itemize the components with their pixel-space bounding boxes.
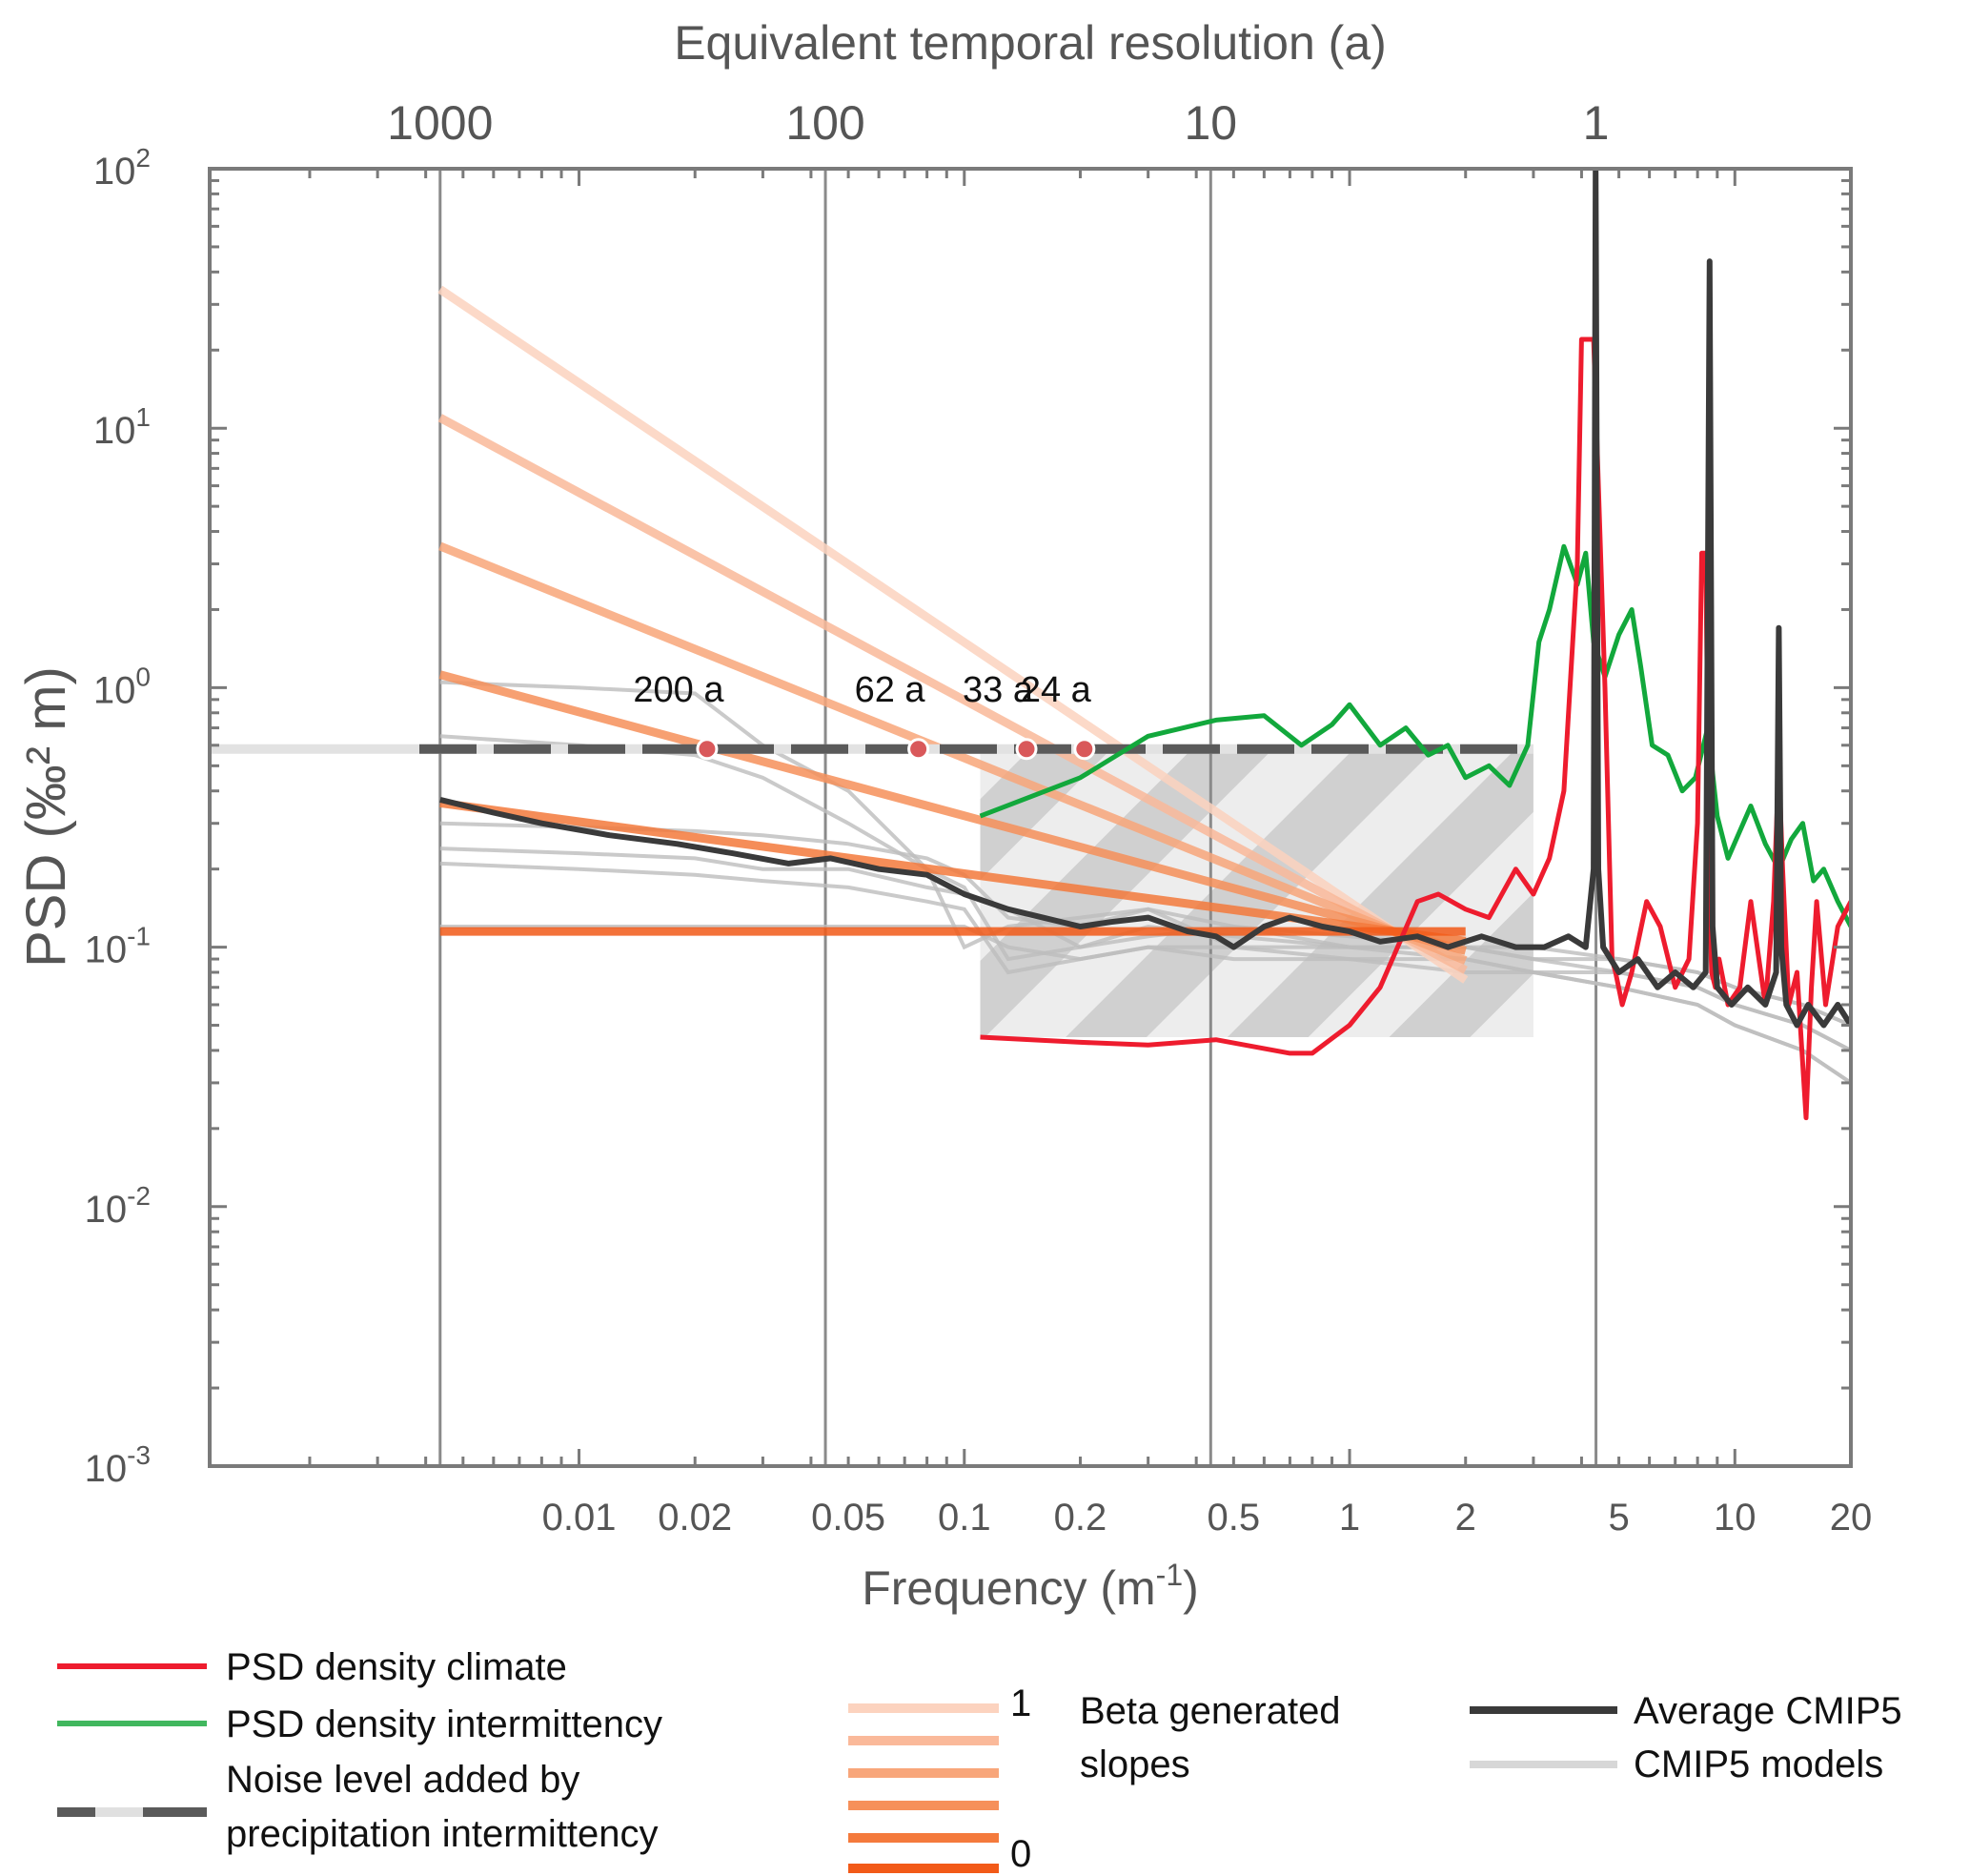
x-tick-label-0: 0.01 — [542, 1497, 617, 1539]
x-tick-label-1: 0.02 — [658, 1497, 732, 1539]
legend-beta-label-2: slopes — [1080, 1743, 1190, 1785]
y-tick-label-1: 101 — [93, 402, 151, 452]
top-tick-label-0: 1000 — [387, 96, 493, 150]
x-tick-label-9: 10 — [1714, 1497, 1757, 1539]
legend-intermittency-label: PSD density intermittency — [226, 1703, 662, 1745]
beta-slope-line-4 — [437, 414, 1468, 974]
x-tick-label-8: 5 — [1608, 1497, 1629, 1539]
y-tick-label-2: 100 — [93, 662, 151, 711]
beta-slope-line-2 — [438, 670, 1467, 955]
top-tick-label-2: 10 — [1184, 96, 1237, 150]
plot-frame — [208, 167, 1853, 1468]
crossing-marker-0 — [696, 738, 719, 761]
legend-models-label: CMIP5 models — [1634, 1743, 1883, 1785]
legend-beta-top-label: 1 — [1010, 1682, 1031, 1724]
legend-beta-label-1: Beta generated — [1080, 1690, 1341, 1732]
x-tick-label-10: 20 — [1830, 1497, 1873, 1539]
plot-area — [210, 169, 1851, 1466]
crossing-marker-1 — [907, 738, 930, 761]
top-tick-label-3: 1 — [1583, 96, 1610, 150]
y-tick-label-5: 10-3 — [85, 1440, 151, 1490]
legend-noise-label-2: precipitation intermittency — [226, 1813, 659, 1855]
legend-climate-label: PSD density climate — [226, 1646, 567, 1688]
y-tick-label-0: 102 — [93, 143, 151, 193]
legend: PSD density climate PSD density intermit… — [57, 1646, 1902, 1875]
crossing-label-1: 62 a — [855, 670, 926, 710]
crossing-label-3: 24 a — [1021, 670, 1092, 710]
x-tick-label-3: 0.1 — [938, 1497, 991, 1539]
crossing-marker-3 — [1073, 738, 1096, 761]
x-tick-label-4: 0.2 — [1054, 1497, 1107, 1539]
cmip5-model-line-3 — [439, 846, 1851, 1028]
x-tick-label-5: 0.5 — [1208, 1497, 1261, 1539]
average-cmip5-line — [439, 169, 1851, 1029]
x-axis-title: Frequency (m-1) — [862, 1558, 1199, 1615]
x-tick-label-2: 0.05 — [811, 1497, 885, 1539]
x-tick-label-6: 1 — [1339, 1497, 1360, 1539]
crossing-label-0: 200 a — [633, 670, 724, 710]
x-tick-label-7: 2 — [1455, 1497, 1476, 1539]
y-axis-title: PSD (‰² m) — [15, 666, 77, 968]
y-tick-label-4: 10-2 — [85, 1181, 151, 1231]
top-axis-title: Equivalent temporal resolution (a) — [674, 16, 1387, 70]
legend-noise-label-1: Noise level added by — [226, 1759, 579, 1801]
cmip5-model-line-5 — [439, 925, 1851, 1085]
legend-beta-bottom-label: 0 — [1010, 1833, 1031, 1875]
y-tick-label-3: 10-1 — [85, 922, 151, 971]
crossing-marker-2 — [1015, 738, 1038, 761]
beta-slope-line-5 — [437, 285, 1469, 984]
legend-avg-label: Average CMIP5 — [1634, 1690, 1902, 1732]
top-tick-label-1: 100 — [785, 96, 864, 150]
annotations: 200 a 62 a 33 a24 a — [633, 670, 1096, 761]
crossing-label-2: 33 a — [963, 670, 1034, 710]
